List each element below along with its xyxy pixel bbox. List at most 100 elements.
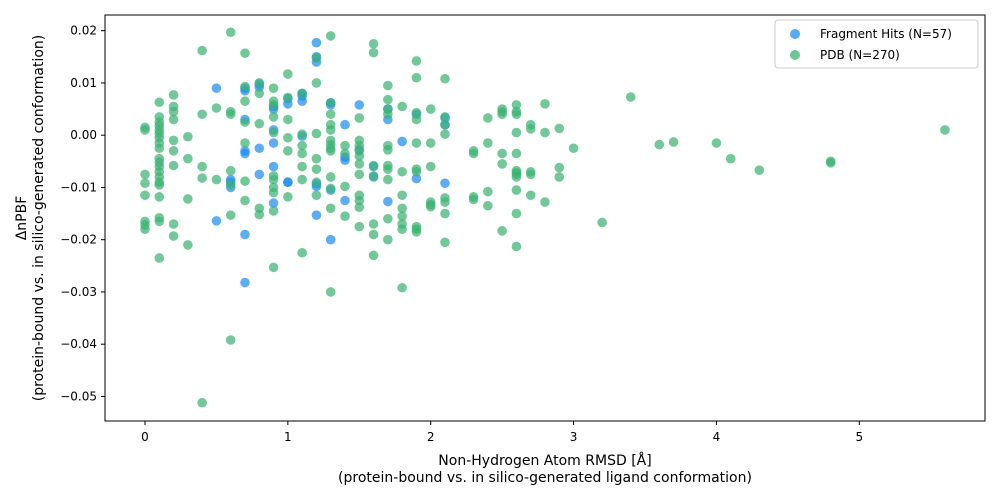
data-point: [297, 140, 307, 151]
data-point: [197, 109, 207, 120]
data-point: [297, 174, 307, 185]
data-point: [197, 45, 207, 56]
data-point: [211, 174, 222, 185]
data-point: [668, 137, 679, 147]
data-point: [225, 109, 236, 120]
data-point: [140, 169, 150, 180]
data-point: [311, 78, 322, 88]
data-point: [525, 124, 536, 134]
data-point: [411, 56, 422, 66]
data-point: [497, 148, 507, 159]
data-point: [225, 27, 236, 38]
data-point: [183, 240, 193, 250]
data-point: [940, 125, 950, 135]
data-point: [354, 113, 365, 123]
data-point: [497, 159, 507, 169]
data-point: [311, 128, 322, 139]
data-point: [340, 211, 350, 221]
data-point: [297, 129, 307, 139]
data-point: [383, 174, 393, 185]
data-point: [468, 194, 479, 205]
y-axis-ticks: 0.02 0.01 0.00 −0.01 −0.02 −0.03 −0.04 −0.05: [60, 24, 105, 403]
data-point: [525, 169, 536, 180]
data-point: [497, 109, 507, 120]
y-axis-title-line1: ΔnPBF: [14, 196, 30, 241]
data-point: [754, 165, 765, 175]
data-point: [168, 219, 179, 229]
data-point: [397, 166, 407, 177]
y-tick-label: −0.03: [60, 285, 97, 299]
data-point: [325, 183, 336, 194]
data-point: [254, 169, 265, 180]
data-point: [168, 114, 179, 125]
data-point: [383, 196, 393, 207]
data-point: [425, 104, 436, 114]
data-point: [325, 125, 336, 135]
data-point: [440, 197, 450, 207]
data-point: [311, 190, 322, 201]
data-point: [154, 192, 165, 202]
data-point: [440, 73, 450, 84]
data-point: [397, 101, 407, 112]
data-point: [240, 48, 250, 58]
data-point: [497, 226, 507, 236]
data-point: [254, 209, 265, 220]
y-tick-label: −0.01: [60, 180, 97, 194]
data-point: [240, 195, 250, 206]
data-point: [211, 216, 222, 226]
data-point: [511, 127, 522, 138]
data-point: [268, 112, 279, 122]
data-point: [440, 237, 450, 248]
legend-marker-pdb: [790, 50, 800, 60]
x-axis-title-line2: (protein-bound vs. in silico-generated l…: [338, 470, 752, 486]
data-point: [440, 208, 450, 219]
data-point: [397, 211, 407, 221]
data-point: [311, 37, 322, 48]
data-point: [225, 180, 236, 190]
data-point: [297, 148, 307, 159]
data-point: [197, 161, 207, 172]
data-point: [140, 178, 150, 189]
data-point: [354, 169, 365, 180]
data-point: [511, 241, 522, 252]
data-point: [168, 160, 179, 171]
data-point: [725, 153, 736, 164]
y-axis-title-line2: (protein-bound vs. in silico-generated c…: [31, 35, 47, 401]
data-point: [168, 231, 179, 241]
data-point: [283, 132, 293, 143]
data-point: [140, 125, 150, 135]
data-point: [554, 172, 565, 182]
data-point: [383, 213, 393, 224]
data-point: [154, 180, 165, 190]
data-point: [354, 202, 365, 213]
data-point: [511, 148, 522, 159]
data-point: [268, 187, 279, 198]
data-point: [140, 190, 150, 201]
data-point: [383, 234, 393, 245]
data-point: [225, 210, 236, 220]
data-point: [268, 83, 279, 93]
data-point: [340, 181, 350, 192]
data-point: [168, 135, 179, 146]
data-point: [511, 172, 522, 182]
data-point: [483, 200, 493, 211]
data-point: [425, 161, 436, 172]
data-point: [354, 100, 365, 110]
data-point: [540, 197, 550, 207]
data-point: [311, 177, 322, 188]
data-point: [511, 208, 522, 219]
data-point: [154, 253, 165, 263]
data-point: [325, 287, 336, 297]
data-point: [254, 78, 265, 88]
data-point: [368, 250, 379, 261]
x-tick-label: 4: [713, 430, 721, 444]
data-point: [368, 171, 379, 181]
data-point: [154, 143, 165, 154]
data-point: [554, 123, 565, 134]
data-point: [340, 195, 350, 206]
data-point: [340, 119, 350, 130]
data-point: [325, 31, 336, 41]
data-point: [425, 201, 436, 212]
data-point: [340, 148, 350, 159]
data-point: [268, 138, 279, 148]
